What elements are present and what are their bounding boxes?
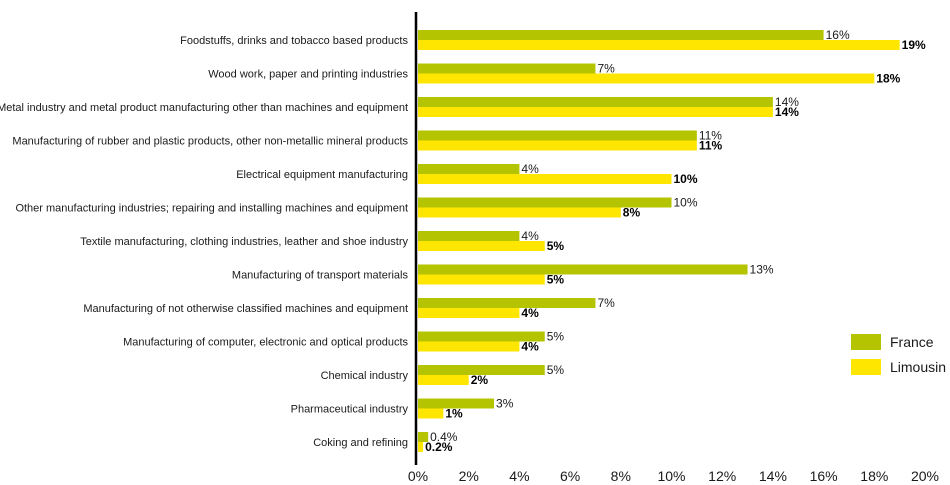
x-tick-label-2: 4% [509,468,529,484]
category-label-9: Manufacturing of computer, electronic an… [123,337,408,349]
bar-france-6 [418,231,520,241]
bar-france-12 [418,432,429,442]
value-label-limousin-8: 4% [521,306,539,320]
value-label-france-0: 16% [826,28,850,42]
bar-limousin-3 [418,140,697,151]
bar-limousin-5 [418,207,621,218]
legend-swatch-france [851,334,881,350]
value-label-limousin-10: 2% [471,373,489,387]
bar-france-8 [418,298,596,308]
value-label-france-7: 13% [750,263,774,277]
x-axis-ticks: 0% 2% 4% 6% 8% 10% 12% 14% 16% 18% 20% [408,468,939,484]
category-label-0: Foodstuffs, drinks and tobacco based pro… [180,35,408,47]
bar-france-5 [418,197,672,208]
bar-france-0 [418,30,824,40]
value-label-france-2: 14% [775,95,799,109]
bar-limousin-10 [418,375,469,385]
value-label-limousin-5: 8% [623,206,641,220]
category-label-11: Pharmaceutical industry [291,404,409,416]
value-label-france-5: 10% [674,196,698,210]
bar-limousin-9 [418,341,520,352]
value-label-limousin-4: 10% [674,172,698,186]
x-tick-label-5: 10% [657,468,685,484]
bar-limousin-8 [418,308,520,318]
value-label-limousin-6: 5% [547,239,565,253]
legend: France Limousin [851,334,946,375]
bar-limousin-1 [418,73,875,84]
value-label-france-1: 7% [597,62,615,76]
category-label-8: Manufacturing of not otherwise classifie… [83,303,408,315]
category-label-6: Textile manufacturing, clothing industri… [80,236,408,248]
bar-france-9 [418,331,545,342]
value-label-france-3: 11% [699,129,722,143]
x-tick-label-8: 16% [810,468,838,484]
bar-limousin-11 [418,408,444,419]
category-label-5: Other manufacturing industries; repairin… [15,203,408,215]
category-labels: Foodstuffs, drinks and tobacco based pro… [0,35,408,449]
category-label-2: Metal industry and metal product manufac… [0,102,408,114]
x-tick-label-4: 8% [611,468,631,484]
x-tick-label-0: 0% [408,468,428,484]
bar-france-3 [418,130,697,141]
x-tick-label-9: 18% [860,468,888,484]
legend-label-france: France [890,334,934,350]
category-label-12: Coking and refining [313,437,408,449]
value-label-limousin-7: 5% [547,273,565,287]
bar-limousin-0 [418,40,900,50]
bar-limousin-6 [418,241,545,251]
bar-france-10 [418,365,545,375]
value-label-france-11: 3% [496,397,514,411]
bar-france-4 [418,164,520,174]
value-label-france-6: 4% [521,229,539,243]
value-label-limousin-1: 18% [876,72,900,86]
x-tick-label-1: 2% [459,468,479,484]
x-tick-label-3: 6% [560,468,580,484]
bar-limousin-12 [418,442,424,452]
value-label-france-10: 5% [547,363,565,377]
value-label-limousin-0: 19% [902,38,926,52]
category-label-1: Wood work, paper and printing industries [208,69,408,81]
x-tick-label-7: 14% [759,468,787,484]
value-label-france-8: 7% [597,296,615,310]
bar-limousin-2 [418,107,773,117]
category-label-4: Electrical equipment manufacturing [236,169,408,181]
bars-layer [418,30,900,452]
bar-france-2 [418,97,773,107]
value-label-limousin-11: 1% [445,407,463,421]
value-label-limousin-9: 4% [521,340,539,354]
category-label-7: Manufacturing of transport materials [232,270,409,282]
value-label-limousin-3: 11% [699,139,723,153]
value-labels: 16% 19% 7% 18% 14%14% 11%11% 4% 10% 10% 8% 4% 5% 13%… [425,28,926,454]
value-label-limousin-2: 14% [775,105,799,119]
category-label-3: Manufacturing of rubber and plastic prod… [12,136,408,148]
bar-limousin-4 [418,174,672,184]
legend-swatch-limousin [851,359,881,375]
x-tick-label-6: 12% [708,468,736,484]
x-tick-label-10: 20% [911,468,939,484]
bar-france-7 [418,264,748,275]
value-label-france-12: 0.4% [430,430,458,444]
bar-france-1 [418,63,596,74]
bar-limousin-7 [418,274,545,285]
value-label-france-9: 5% [547,330,565,344]
value-label-limousin-12: 0.2% [425,440,453,454]
legend-label-limousin: Limousin [890,359,946,375]
value-label-france-4: 4% [521,162,539,176]
bar-france-11 [418,398,495,409]
category-label-10: Chemical industry [321,370,409,382]
